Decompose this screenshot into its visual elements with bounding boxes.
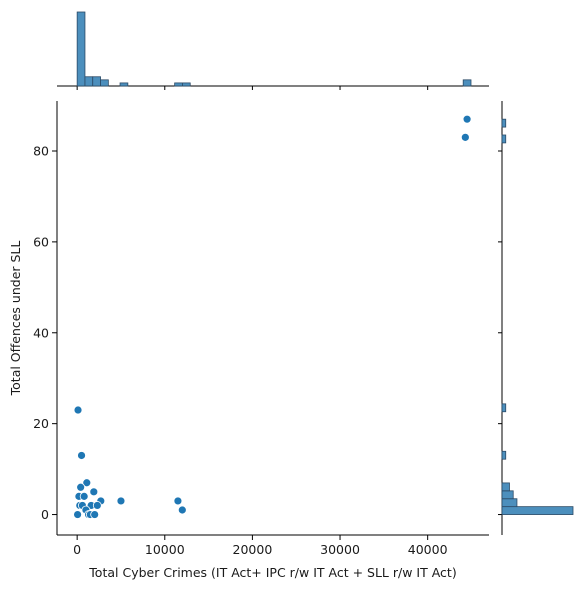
histogram-bar (501, 118, 507, 128)
histogram-bar (100, 79, 109, 87)
histogram-bar (84, 76, 94, 87)
histogram-bar (182, 82, 191, 87)
scatter-point (77, 451, 86, 460)
scatter-point (173, 496, 183, 506)
scatter-point (90, 510, 100, 519)
x-tick-label: 40000 (408, 542, 448, 557)
y-tick-label: 80 (33, 143, 49, 158)
histogram-bar (501, 134, 507, 144)
histogram-bar (501, 450, 507, 460)
y-tick-label: 20 (33, 416, 49, 431)
marginal-x-histogram (57, 11, 489, 90)
x-axis-label: Total Cyber Crimes (IT Act+ IPC r/w IT A… (88, 565, 456, 580)
histogram-bar (462, 79, 472, 87)
x-tick-label: 20000 (233, 542, 273, 557)
scatter-point (460, 132, 470, 142)
histogram-bar (76, 11, 86, 87)
marginal-y-histogram (498, 101, 574, 535)
y-tick-label: 40 (33, 325, 49, 340)
histogram-bar (174, 82, 183, 87)
scatter-point (79, 491, 89, 501)
scatter-point (462, 114, 472, 124)
x-tick-label: 10000 (145, 542, 185, 557)
scatter-point (116, 496, 126, 506)
x-tick-label: 30000 (320, 542, 360, 557)
scatter-point (89, 487, 99, 497)
histogram-bar (501, 490, 514, 500)
histogram-bar (92, 76, 101, 87)
y-axis-label: Total Offences under SLL (8, 241, 23, 397)
scatter-point (73, 510, 82, 519)
histogram-bar (501, 506, 574, 515)
y-tick-label: 60 (33, 234, 49, 249)
histogram-bar (501, 498, 518, 508)
scatter-point (76, 482, 86, 492)
scatter-point (92, 501, 102, 510)
x-tick-label: 0 (73, 542, 81, 557)
histogram-bar (119, 82, 129, 87)
main-scatter-plot: 0 10000 20000 30000 40000 0 20 40 60 80 (33, 101, 489, 557)
histogram-bar (501, 482, 510, 492)
y-tick-label: 0 (41, 507, 49, 522)
scatter-point (73, 405, 83, 415)
histogram-bar (501, 403, 507, 413)
scatter-point (82, 478, 92, 488)
scatter-point (177, 505, 187, 515)
